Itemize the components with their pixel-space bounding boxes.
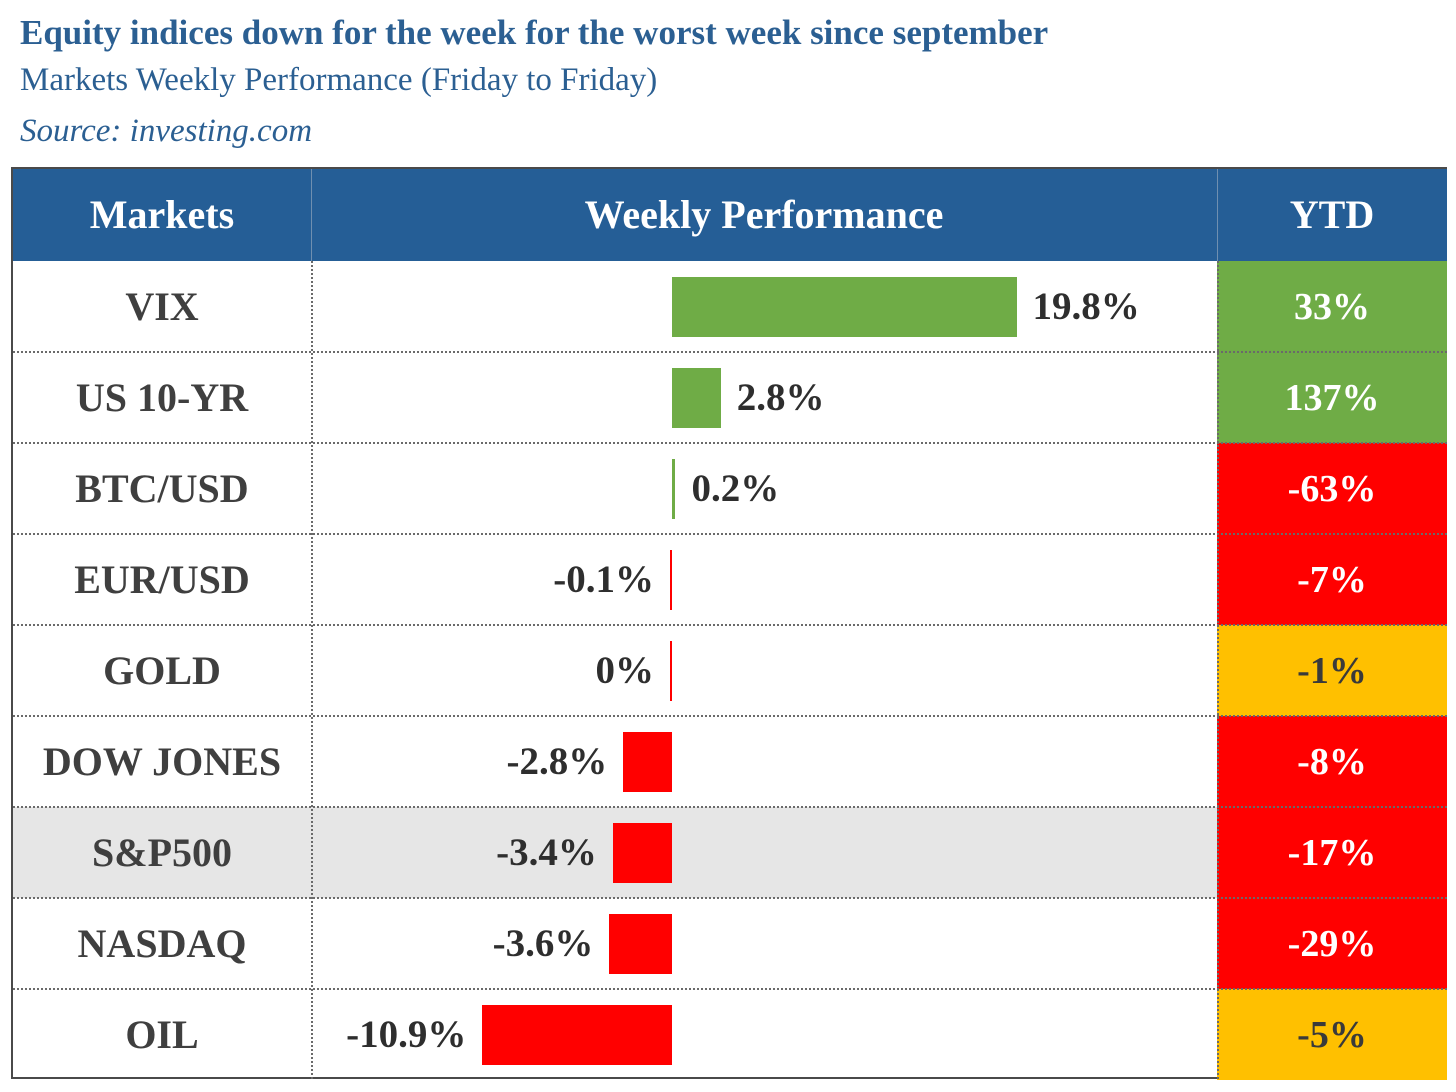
value-label: -10.9% bbox=[346, 1013, 467, 1056]
header-markets: Markets bbox=[89, 192, 235, 237]
ytd-value: -29% bbox=[1217, 898, 1447, 989]
row-divider bbox=[13, 442, 1447, 444]
value-label: -0.1% bbox=[553, 558, 654, 601]
value-label: -3.4% bbox=[496, 831, 597, 874]
table-row: BTC/USD 0.2% -63% bbox=[13, 443, 1447, 534]
table-header: Markets Weekly Performance YTD bbox=[13, 169, 1447, 261]
header-ytd: YTD bbox=[1289, 192, 1375, 237]
row-divider bbox=[13, 533, 1447, 535]
table-row: GOLD 0% -1% bbox=[13, 625, 1447, 716]
header-separator bbox=[1217, 169, 1218, 261]
row-divider bbox=[13, 988, 1447, 990]
performance-bar bbox=[623, 732, 672, 792]
table-row: NASDAQ -3.6% -29% bbox=[13, 898, 1447, 989]
ytd-value: -1% bbox=[1217, 625, 1447, 716]
market-name: EUR/USD bbox=[74, 557, 250, 602]
row-divider bbox=[13, 351, 1447, 353]
weekly-performance-cell: 0.2% bbox=[311, 443, 1217, 534]
market-name: NASDAQ bbox=[77, 921, 247, 966]
performance-bar bbox=[672, 368, 721, 428]
value-label: -2.8% bbox=[506, 740, 608, 783]
performance-bar bbox=[670, 641, 672, 701]
performance-bar bbox=[609, 914, 672, 974]
performance-bar bbox=[612, 823, 672, 883]
weekly-performance-cell: -0.1% bbox=[311, 534, 1217, 625]
market-name: GOLD bbox=[103, 648, 221, 693]
market-name: VIX bbox=[125, 284, 199, 329]
market-name: BTC/USD bbox=[75, 466, 249, 511]
header-weekly-performance: Weekly Performance bbox=[584, 192, 944, 237]
performance-table: Markets Weekly Performance YTD VIX 19.8% 3… bbox=[11, 167, 1447, 1080]
market-name: US 10-YR bbox=[75, 375, 249, 420]
performance-bar bbox=[672, 277, 1017, 337]
ytd-value: -8% bbox=[1217, 716, 1447, 807]
chart-subtitle: Markets Weekly Performance (Friday to Fr… bbox=[20, 62, 658, 98]
ytd-value: -17% bbox=[1217, 807, 1447, 898]
ytd-value: -63% bbox=[1217, 443, 1447, 534]
performance-bar bbox=[670, 550, 672, 610]
titles-block: Equity indices down for the week for the… bbox=[20, 10, 1048, 158]
value-label: 2.8% bbox=[736, 376, 825, 419]
header-separator bbox=[311, 169, 312, 261]
ytd-value: -7% bbox=[1217, 534, 1447, 625]
row-divider bbox=[13, 897, 1447, 899]
table-row: EUR/USD -0.1% -7% bbox=[13, 534, 1447, 625]
table-row: S&P500 -3.4% -17% bbox=[13, 807, 1447, 898]
table-body: VIX 19.8% 33% US 10-YR 2.8% 137% BTC/USD 0.2% -6… bbox=[13, 261, 1447, 1080]
value-label: -3.6% bbox=[492, 922, 594, 965]
weekly-performance-cell: -3.6% bbox=[311, 898, 1217, 989]
row-divider bbox=[13, 806, 1447, 808]
weekly-performance-cell: 2.8% bbox=[311, 352, 1217, 443]
table-row: DOW JONES -2.8% -8% bbox=[13, 716, 1447, 807]
chart-source: Source: investing.com bbox=[20, 113, 313, 149]
table-row: OIL -10.9% -5% bbox=[13, 989, 1447, 1080]
ytd-value: -5% bbox=[1217, 989, 1447, 1080]
chart-title: Equity indices down for the week for the… bbox=[20, 13, 1049, 52]
ytd-value: 33% bbox=[1217, 261, 1447, 352]
market-name: DOW JONES bbox=[42, 739, 282, 784]
weekly-performance-cell: -3.4% bbox=[311, 807, 1217, 898]
row-divider bbox=[13, 715, 1447, 717]
performance-bar bbox=[482, 1005, 672, 1065]
market-name: S&P500 bbox=[13, 807, 311, 898]
value-label: 19.8% bbox=[1032, 285, 1140, 328]
weekly-performance-cell: -2.8% bbox=[311, 716, 1217, 807]
ytd-value: 137% bbox=[1217, 352, 1447, 443]
table-row: US 10-YR 2.8% 137% bbox=[13, 352, 1447, 443]
market-name: OIL bbox=[125, 1012, 199, 1057]
value-label: 0.2% bbox=[691, 467, 780, 510]
value-label: 0% bbox=[595, 649, 655, 692]
row-divider bbox=[13, 624, 1447, 626]
column-divider bbox=[1217, 261, 1219, 1079]
weekly-performance-cell: 19.8% bbox=[311, 261, 1217, 352]
weekly-performance-cell: -10.9% bbox=[311, 989, 1217, 1080]
table-row: VIX 19.8% 33% bbox=[13, 261, 1447, 352]
performance-bar bbox=[672, 459, 676, 519]
column-divider bbox=[311, 261, 313, 1079]
weekly-performance-cell: 0% bbox=[311, 625, 1217, 716]
